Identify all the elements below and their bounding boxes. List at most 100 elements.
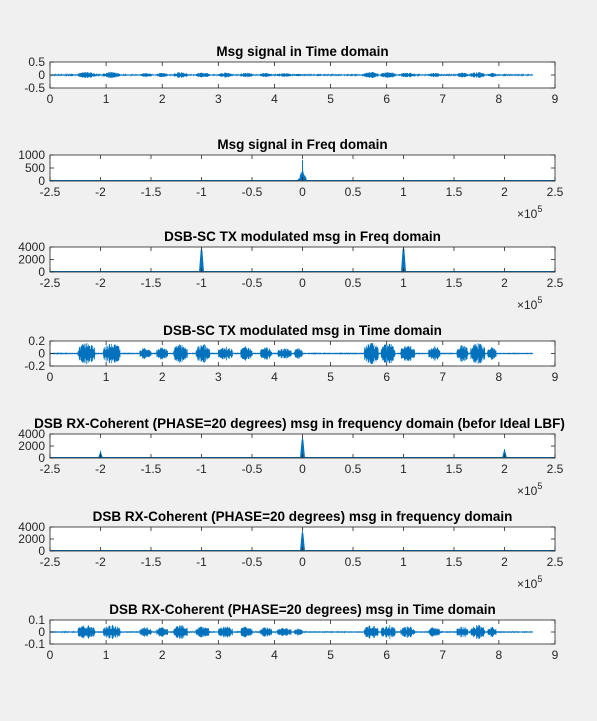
- x-tick-label: 0: [299, 185, 306, 199]
- subplot-title: Msg signal in Time domain: [216, 44, 388, 59]
- x-tick-label: 2.5: [547, 185, 564, 199]
- x-tick-label: -2.5: [40, 555, 61, 569]
- x-tick-label: -1: [196, 185, 207, 199]
- signal-trace: [50, 71, 533, 79]
- subplot-title: Msg signal in Freq domain: [217, 137, 387, 152]
- x-tick-label: 9: [552, 370, 559, 384]
- x-tick-label: -1: [196, 555, 207, 569]
- x-tick-label: 2: [159, 92, 166, 106]
- y-tick-label: 0: [38, 174, 45, 188]
- x-tick-label: -1.5: [141, 185, 162, 199]
- y-tick-label: 2000: [18, 532, 45, 546]
- x-tick-label: 5: [327, 370, 334, 384]
- y-tick-label: -0.5: [24, 81, 45, 95]
- subplot-4: DSB-SC TX modulated msg in Time domain 0 1…: [24, 323, 558, 384]
- x-tick-label: -2: [95, 185, 106, 199]
- x-tick-label: 1.5: [446, 555, 463, 569]
- y-tick-label: 2000: [18, 253, 45, 267]
- subplot-title: DSB RX-Coherent (PHASE=20 degrees) msg i…: [34, 416, 565, 431]
- x-tick-label: 9: [552, 648, 559, 662]
- x-tick-label: 1.5: [446, 462, 463, 476]
- y-tick-label: 4000: [18, 240, 45, 254]
- x-tick-label: -1: [196, 462, 207, 476]
- x-tick-label: 7: [439, 370, 446, 384]
- x-tick-label: 6: [383, 92, 390, 106]
- x-tick-label: 0.5: [345, 555, 362, 569]
- x-tick-label: 5: [327, 92, 334, 106]
- x-tick-label: -0.5: [242, 276, 263, 290]
- x-tick-label: 0.5: [345, 185, 362, 199]
- x-tick-label: 5: [327, 648, 334, 662]
- x-tick-label: 1: [103, 92, 110, 106]
- x-tick-label: -0.5: [242, 555, 263, 569]
- axes-background: [50, 247, 555, 272]
- y-tick-label: 0.5: [28, 55, 45, 69]
- x-tick-label: 1: [400, 462, 407, 476]
- subplot-title: DSB RX-Coherent (PHASE=20 degrees) msg i…: [93, 509, 513, 524]
- x-tick-label: -0.5: [242, 462, 263, 476]
- x-tick-label: 1: [103, 370, 110, 384]
- y-tick-label: 0: [38, 68, 45, 82]
- x-exponent-label: ×105: [517, 574, 542, 591]
- x-tick-label: 1: [400, 555, 407, 569]
- x-tick-label: 2.5: [547, 462, 564, 476]
- y-tick-label: 1000: [18, 148, 45, 162]
- x-tick-label: 6: [383, 370, 390, 384]
- x-tick-label: -2.5: [40, 462, 61, 476]
- x-tick-label: 1: [400, 276, 407, 290]
- x-tick-label: 0: [47, 92, 54, 106]
- x-tick-label: 2.5: [547, 555, 564, 569]
- x-tick-label: 4: [271, 648, 278, 662]
- x-tick-label: -1.5: [141, 276, 162, 290]
- x-tick-label: 2: [159, 370, 166, 384]
- x-tick-label: 4: [271, 92, 278, 106]
- x-tick-label: -1.5: [141, 462, 162, 476]
- x-tick-label: 8: [496, 92, 503, 106]
- x-tick-label: 2: [501, 462, 508, 476]
- x-tick-label: -0.5: [242, 185, 263, 199]
- x-exponent-label: ×105: [517, 204, 542, 221]
- x-tick-label: 0: [47, 648, 54, 662]
- x-tick-label: 6: [383, 648, 390, 662]
- subplot-6: DSB RX-Coherent (PHASE=20 degrees) msg i…: [18, 509, 563, 591]
- x-tick-label: 8: [496, 648, 503, 662]
- x-tick-label: 3: [215, 92, 222, 106]
- x-tick-label: 2: [501, 276, 508, 290]
- subplot-3: DSB-SC TX modulated msg in Freq domain -2…: [18, 229, 563, 312]
- x-tick-label: 1.5: [446, 276, 463, 290]
- x-tick-label: 1: [400, 185, 407, 199]
- y-tick-label: 0: [38, 265, 45, 279]
- x-tick-label: 0: [47, 370, 54, 384]
- x-tick-label: 2: [501, 555, 508, 569]
- y-tick-label: 500: [25, 161, 45, 175]
- y-tick-label: -0.1: [24, 637, 45, 651]
- subplot-title: DSB-SC TX modulated msg in Time domain: [163, 323, 442, 338]
- x-tick-label: 1.5: [446, 185, 463, 199]
- x-tick-label: 0: [299, 462, 306, 476]
- y-tick-label: 0: [38, 451, 45, 465]
- y-tick-label: 0: [38, 625, 45, 639]
- x-tick-label: 0.5: [345, 276, 362, 290]
- x-tick-label: -2: [95, 276, 106, 290]
- x-tick-label: 2: [501, 185, 508, 199]
- x-tick-label: -2: [95, 462, 106, 476]
- x-tick-label: 7: [439, 92, 446, 106]
- y-tick-label: -0.2: [24, 359, 45, 373]
- x-tick-label: -1: [196, 276, 207, 290]
- y-tick-label: 2000: [18, 439, 45, 453]
- x-tick-label: 3: [215, 648, 222, 662]
- x-tick-label: 7: [439, 648, 446, 662]
- y-tick-label: 4000: [18, 427, 45, 441]
- y-tick-label: 0: [38, 544, 45, 558]
- x-tick-label: 3: [215, 370, 222, 384]
- subplot-2: Msg signal in Freq domain -2.5 -2 -1.5 -1 -0.…: [18, 137, 563, 221]
- x-tick-label: -2.5: [40, 185, 61, 199]
- subplot-title: DSB-SC TX modulated msg in Freq domain: [164, 229, 441, 244]
- x-tick-label: 2: [159, 648, 166, 662]
- subplot-7: DSB RX-Coherent (PHASE=20 degrees) msg i…: [24, 602, 558, 662]
- x-tick-label: 0: [299, 276, 306, 290]
- x-exponent-label: ×105: [517, 481, 542, 498]
- y-tick-label: 0.1: [28, 613, 45, 627]
- y-tick-label: 0: [38, 347, 45, 361]
